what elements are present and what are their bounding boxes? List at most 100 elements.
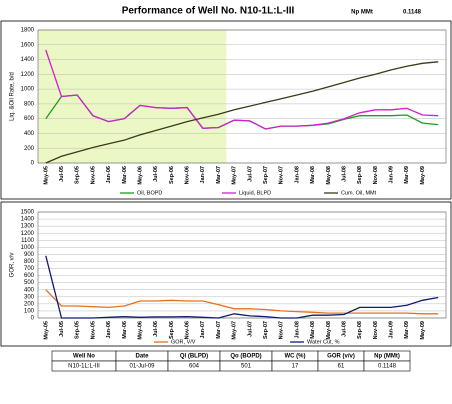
x-tick-label: Sep-06 xyxy=(169,321,175,339)
y-tick-label: 0 xyxy=(31,316,35,322)
table-cell xyxy=(363,360,411,372)
x-tick-label: Jan-06 xyxy=(106,166,112,183)
x-tick-label: Mar-09 xyxy=(404,166,410,184)
y-tick-label: 800 xyxy=(24,101,35,107)
x-tick-label: Sep-05 xyxy=(75,321,81,339)
x-tick-label: Nov-08 xyxy=(373,321,379,339)
table-value: 61 xyxy=(338,364,345,370)
table-header: WC (%) xyxy=(285,354,306,360)
table-header: GOR (v/v) xyxy=(327,354,355,360)
x-tick-label: May-05 xyxy=(43,166,49,185)
y-tick-label: 1000 xyxy=(21,87,35,93)
y-axis-label: Liq. &Oil Rate, b/d xyxy=(10,72,16,121)
series-line xyxy=(45,61,439,164)
x-tick-label: Jul-08 xyxy=(341,321,347,337)
plot-frame xyxy=(37,29,447,164)
x-tick-label: Jul-07 xyxy=(247,321,253,337)
np-value: 0.1148 xyxy=(403,10,422,16)
table-header: Np (MMt) xyxy=(374,354,400,360)
plot-frame xyxy=(37,211,447,319)
y-tick-label: 300 xyxy=(24,294,35,300)
table-value: N10-1L:L-III xyxy=(68,364,100,370)
x-tick-label: Nov-08 xyxy=(373,166,379,184)
y-tick-label: 1200 xyxy=(21,231,35,237)
x-tick-label: Nov-07 xyxy=(279,321,285,339)
legend-label: Liquid, BLPD xyxy=(239,190,271,196)
x-tick-label: May-09 xyxy=(420,166,426,185)
y-tick-label: 1500 xyxy=(21,210,35,216)
y-tick-label: 1400 xyxy=(21,217,35,223)
x-tick-label: Jul-07 xyxy=(247,166,253,182)
table-value: 01-Jul-09 xyxy=(129,364,155,370)
legend-label: Water Cut, % xyxy=(307,339,340,345)
x-tick-label: Jan-06 xyxy=(106,321,112,338)
x-tick-label: Jan-08 xyxy=(294,321,300,338)
y-tick-label: 100 xyxy=(24,309,35,315)
table-value: 17 xyxy=(292,364,299,370)
y-axis-label: GOR, v/v xyxy=(10,253,16,278)
highlight-band xyxy=(38,30,227,163)
panel xyxy=(0,20,452,200)
x-tick-label: May-08 xyxy=(326,166,332,185)
x-tick-label: Sep-05 xyxy=(75,166,81,184)
y-tick-label: 1800 xyxy=(21,28,35,34)
table-value: 604 xyxy=(189,364,200,370)
y-tick-label: 400 xyxy=(24,287,35,293)
table-value: 0.1148 xyxy=(378,364,397,370)
y-tick-label: 1300 xyxy=(21,224,35,230)
y-tick-label: 1400 xyxy=(21,57,35,63)
series-line xyxy=(45,49,439,130)
x-tick-label: Mar-08 xyxy=(310,321,316,339)
x-tick-label: Jan-07 xyxy=(200,321,206,338)
legend-label: GOR, V/V xyxy=(171,339,196,345)
x-tick-label: Mar-07 xyxy=(216,166,222,184)
x-tick-label: Jul-08 xyxy=(341,166,347,182)
np-label: Np MMt xyxy=(351,10,373,16)
x-tick-label: Nov-06 xyxy=(185,166,191,184)
panel xyxy=(0,201,452,347)
x-tick-label: Mar-08 xyxy=(310,166,316,184)
y-tick-label: 200 xyxy=(24,301,35,307)
x-tick-label: May-09 xyxy=(420,321,426,340)
x-tick-label: Mar-06 xyxy=(122,321,128,339)
y-tick-label: 1600 xyxy=(21,42,35,48)
x-tick-label: Sep-08 xyxy=(357,321,363,339)
chart-title: Performance of Well No. N10-1L:L-III xyxy=(122,6,295,17)
x-tick-label: Nov-05 xyxy=(90,321,96,339)
x-tick-label: May-07 xyxy=(232,321,238,340)
x-tick-label: Sep-06 xyxy=(169,166,175,184)
series-line xyxy=(45,255,439,319)
legend-label: Cum. Oil, MMt xyxy=(341,190,377,196)
y-tick-label: 500 xyxy=(24,280,35,286)
table-header: Ql (BLPD) xyxy=(180,354,208,360)
y-tick-label: 600 xyxy=(24,273,35,279)
y-tick-label: 1000 xyxy=(21,245,35,251)
series-line xyxy=(45,289,439,315)
x-tick-label: Jan-09 xyxy=(389,321,395,338)
y-tick-label: 600 xyxy=(24,116,35,122)
legend-label: Oil, BOPD xyxy=(137,190,162,196)
y-tick-label: 400 xyxy=(24,131,35,137)
y-tick-label: 1200 xyxy=(21,72,35,78)
x-tick-label: Sep-07 xyxy=(263,166,269,184)
x-tick-label: Nov-05 xyxy=(90,166,96,184)
x-tick-label: Mar-06 xyxy=(122,166,128,184)
x-tick-label: Sep-07 xyxy=(263,321,269,339)
table-header: Well No xyxy=(73,354,95,360)
table-value: 501 xyxy=(241,364,252,370)
x-tick-label: Jan-08 xyxy=(294,166,300,183)
x-tick-label: Jul-06 xyxy=(153,321,159,337)
x-tick-label: Mar-07 xyxy=(216,321,222,339)
y-tick-label: 800 xyxy=(24,259,35,265)
y-tick-label: 0 xyxy=(31,161,35,167)
table-header: Qo (BOPD) xyxy=(230,354,261,360)
x-tick-label: May-06 xyxy=(137,166,143,185)
x-tick-label: Jan-07 xyxy=(200,166,206,183)
x-tick-label: Jul-05 xyxy=(59,166,65,182)
x-tick-label: Nov-07 xyxy=(279,166,285,184)
x-tick-label: Mar-09 xyxy=(404,321,410,339)
x-tick-label: Sep-08 xyxy=(357,166,363,184)
x-tick-label: May-07 xyxy=(232,166,238,185)
